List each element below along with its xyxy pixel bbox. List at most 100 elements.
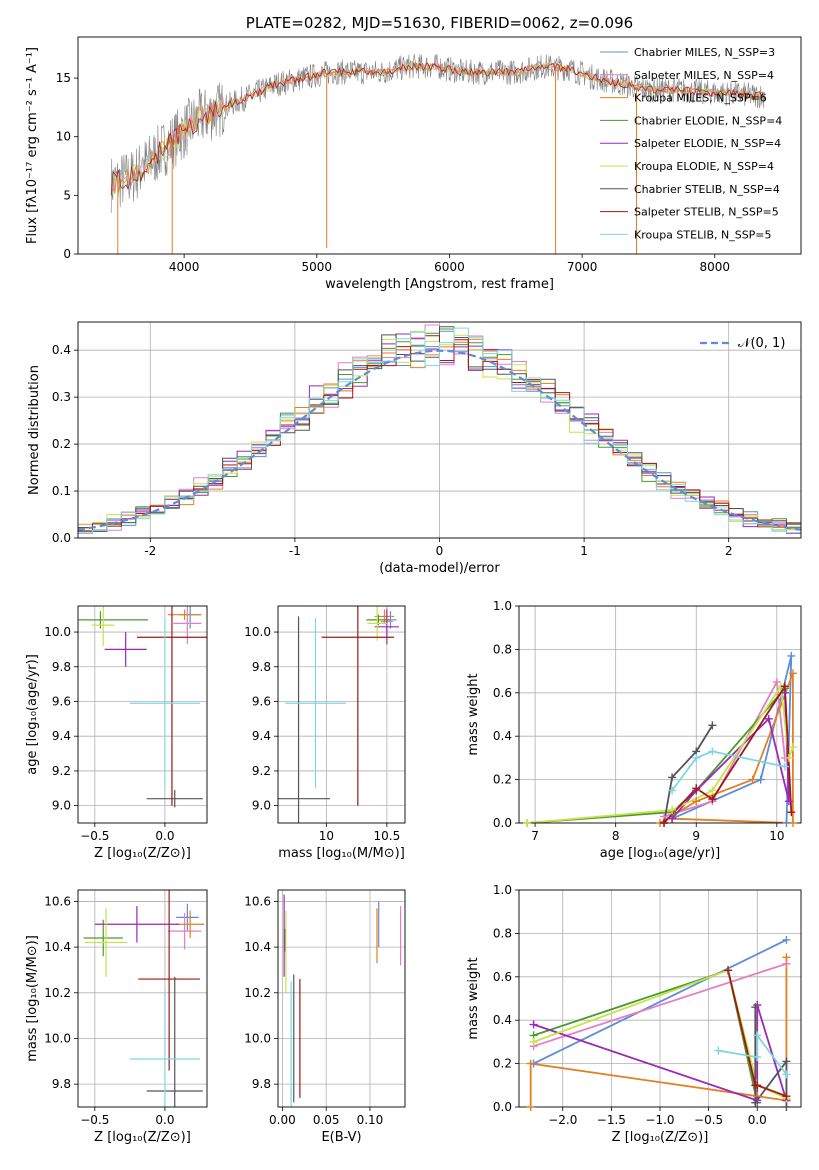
histogram-kroupa_stelib (78, 327, 801, 534)
y-tick-label: 0.3 (52, 390, 71, 404)
y-tick-label: 9.8 (52, 660, 71, 674)
legend-entry: Chabrier ELODIE, N_SSP=4 (634, 114, 782, 127)
axes-frame (77, 605, 208, 824)
plot-area-mass_weight_vs_age (519, 606, 801, 823)
y-tick-label: 10.4 (244, 940, 271, 954)
x-axis-label: mass [log₁₀(M/M⊙)] (278, 846, 405, 861)
axes-frame (518, 889, 802, 1108)
y-tick-label: 10.4 (44, 940, 71, 954)
weight-marker-chabrier_stelib (708, 721, 717, 730)
x-axis-label: age [log₁₀(age/yr)] (600, 846, 721, 861)
x-tick-label: −0.5 (80, 1113, 109, 1127)
y-tick-label: 5 (63, 188, 71, 202)
weight-marker-kroupa_elodie (784, 753, 793, 762)
weight-marker-chabrier_miles (787, 651, 796, 660)
y-tick-label: 9.4 (252, 729, 271, 743)
x-axis-label: (data-model)/error (379, 561, 500, 576)
y-tick-label: 10.0 (244, 1031, 271, 1045)
weight-marker-salpeter_stelib (787, 808, 796, 817)
weight-line-chabrier_miles (533, 939, 787, 1065)
x-tick-label: 0 (436, 544, 444, 558)
legend-entry: Salpeter MILES, N_SSP=4 (634, 69, 774, 82)
y-tick-label: 9.8 (252, 660, 271, 674)
x-axis-label: wavelength [Angstrom, rest frame] (325, 277, 554, 292)
y-axis-label: mass weight (466, 673, 481, 755)
legend-entry: Salpeter ELODIE, N_SSP=4 (634, 137, 781, 150)
x-tick-label: 0.0 (155, 829, 174, 843)
x-tick-label: −0.5 (694, 1113, 723, 1127)
y-tick-label: 9.8 (252, 1077, 271, 1091)
x-tick-label: −2.0 (548, 1113, 577, 1127)
weight-line-chabrier_stelib (663, 724, 714, 823)
x-tick-label: 4000 (169, 260, 200, 274)
y-tick-label: 9.4 (52, 729, 71, 743)
weight-marker-kroupa_stelib (708, 747, 717, 756)
x-axis-label: E(B-V) (321, 1130, 361, 1145)
weight-marker-kroupa_elodie (523, 819, 532, 827)
legend-entry: Chabrier STELIB, N_SSP=4 (634, 183, 780, 196)
axes-frame (277, 889, 406, 1108)
weight-marker-salpeter_stelib (660, 819, 669, 827)
y-tick-label: 0.8 (493, 642, 512, 656)
normal-distribution-curve (78, 349, 801, 531)
legend-entry: Kroupa ELODIE, N_SSP=4 (634, 160, 774, 173)
weight-marker-kroupa_miles (748, 775, 757, 784)
y-tick-label: 0.0 (493, 1100, 512, 1114)
y-axis-label: Normed distribution (27, 365, 42, 495)
weight-line-chabrier_elodie (527, 687, 786, 823)
weight-marker-kroupa_miles (788, 669, 797, 678)
x-axis-label: Z [log₁₀(Z/Z⊙)] (94, 846, 191, 861)
weight-marker-chabrier_miles (782, 935, 791, 944)
y-tick-label: 0.1 (52, 484, 71, 498)
model-spectrum-kroupa_stelib (110, 61, 765, 196)
y-tick-label: 0.8 (493, 926, 512, 940)
x-tick-label: 9 (692, 829, 700, 843)
panel-mass_vs_Z: −0.5 0.0 9.8 10.0 10.2 10.4 10.6 Z [log₁₀(Z/Z⊙)… (25, 889, 208, 1145)
plot-area-mass_vs_EBV (278, 890, 405, 1107)
y-tick-label: 0.4 (493, 1013, 512, 1027)
weight-marker-chabrier_stelib (668, 773, 677, 782)
panel-age_vs_Z: −0.5 0.0 9.0 9.2 9.4 9.6 9.8 10.0 Z [log₁₀(Z/Z⊙)… (25, 605, 208, 861)
weight-marker-kroupa_elodie (788, 743, 797, 752)
chart-title: PLATE=0282, MJD=51630, FIBERID=0062, z=0… (246, 14, 633, 32)
x-tick-label: 0.05 (313, 1113, 340, 1127)
model-spectrum-kroupa_miles (110, 61, 766, 196)
y-tick-label: 10.0 (244, 625, 271, 639)
weight-marker-kroupa_stelib (668, 786, 677, 795)
panel-spectrum: 4000 5000 6000 7000 8000 0 5 10 15 wavelength [An… (25, 36, 802, 292)
panel-histogram: -2 -1 0 1 2 0.0 0.1 0.2 0.3 0.4 (data-model)/error… (27, 321, 802, 576)
axes-frame (77, 36, 802, 255)
plot-area-histogram (78, 322, 801, 538)
y-tick-label: 9.8 (52, 1077, 71, 1091)
panel-mass_vs_EBV: 0.00 0.05 0.10 9.8 10.0 10.2 10.4 10.6 E(B-V) (244, 889, 406, 1145)
axes-frame (277, 605, 406, 824)
x-tick-label: 5000 (302, 260, 333, 274)
weight-marker-salpeter_stelib (692, 784, 701, 793)
y-tick-label: 9.6 (252, 694, 271, 708)
y-tick-label: 10 (56, 130, 71, 144)
plot-area-spectrum (110, 53, 766, 254)
y-axis-label: mass weight (466, 957, 481, 1039)
weight-line-chabrier_stelib (754, 1007, 788, 1107)
y-tick-label: 0.4 (493, 729, 512, 743)
weight-marker-chabrier_stelib (751, 1003, 760, 1012)
y-tick-label: 15 (56, 71, 71, 85)
weight-line-kroupa_miles (659, 672, 794, 823)
weight-marker-salpeter_elodie (784, 797, 793, 806)
panel-age_vs_mass: 10 10.5 9.0 9.2 9.4 9.6 9.8 10.0 mass [log₁₀(M/M… (244, 605, 406, 861)
x-tick-label: -2 (144, 544, 156, 558)
y-tick-label: 9.2 (252, 764, 271, 778)
model-spectrum-salpeter_stelib (110, 61, 766, 196)
weight-marker-chabrier_stelib (782, 1103, 791, 1111)
axes-frame (77, 321, 802, 539)
weight-marker-kroupa_elodie (668, 805, 677, 814)
legend-entry: 𝒩(0, 1) (738, 336, 785, 351)
x-tick-label: 6000 (434, 260, 465, 274)
x-tick-label: -1 (289, 544, 301, 558)
weight-marker-salpeter_miles (772, 677, 781, 686)
x-tick-label: −1.0 (645, 1113, 674, 1127)
weight-marker-salpeter_stelib (724, 966, 733, 975)
y-tick-label: 0.6 (493, 970, 512, 984)
y-tick-label: 9.0 (252, 799, 271, 813)
